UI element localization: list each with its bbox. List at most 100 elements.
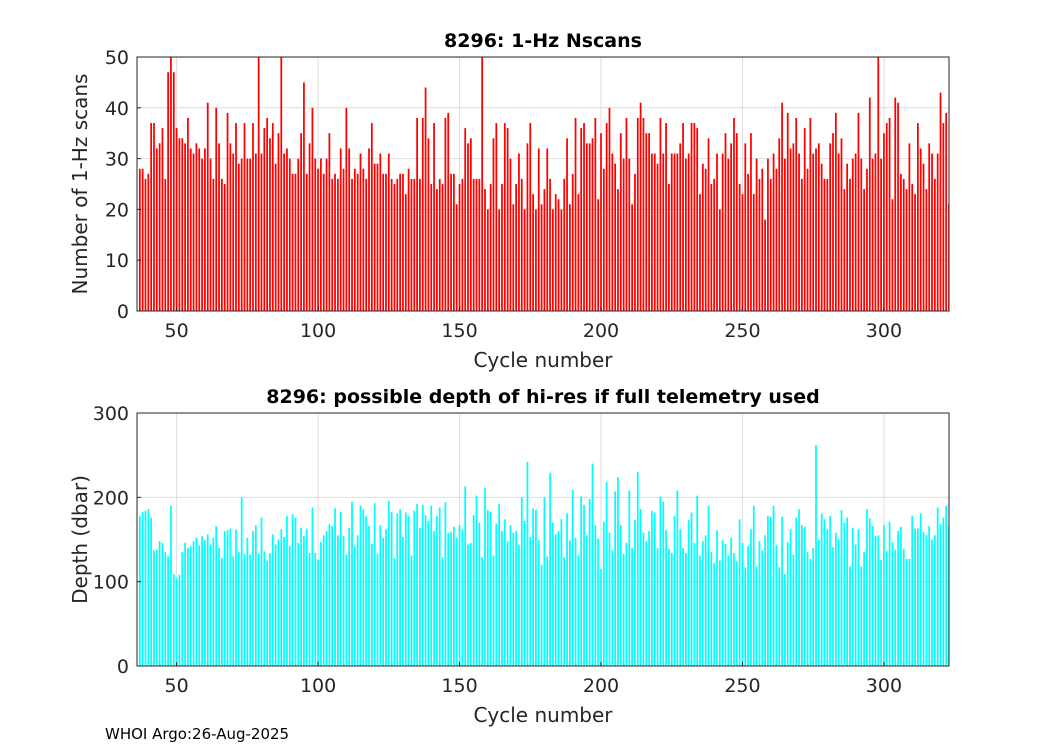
nscans-bar (158, 143, 161, 311)
nscans-bar (569, 204, 571, 311)
nscans-bar (880, 158, 882, 311)
nscans-y-tick-label: 20 (105, 199, 129, 221)
depth-bar (897, 531, 899, 666)
nscans-bar (300, 133, 302, 311)
depth-bar (260, 517, 263, 666)
depth-bar (552, 522, 554, 666)
nscans-bar (201, 158, 203, 311)
nscans-bar (283, 153, 285, 311)
depth-bar (866, 509, 868, 666)
nscans-bar (537, 148, 540, 311)
depth-bar (744, 567, 747, 666)
nscans-bar (591, 138, 594, 311)
depth-bar (277, 539, 280, 666)
nscans-bar (486, 209, 489, 311)
nscans-bar (204, 148, 206, 311)
nscans-bar (795, 117, 798, 312)
nscans-bar (464, 128, 467, 311)
nscans-bar (218, 143, 220, 311)
nscans-bar (622, 158, 625, 311)
nscans-bar (552, 209, 554, 311)
depth-bar (283, 536, 285, 666)
nscans-bar (931, 153, 933, 311)
nscans-bar (540, 204, 543, 311)
nscans-x-tick-label: 50 (165, 320, 189, 342)
nscans-bar (846, 163, 849, 311)
nscans-bar (288, 158, 291, 311)
nscans-bar (600, 133, 602, 311)
depth-bar (419, 527, 421, 666)
nscans-bar (376, 163, 379, 311)
nscans-bar (549, 178, 551, 311)
depth-bar (467, 544, 469, 666)
nscans-bar (894, 97, 897, 311)
nscans-bar (436, 189, 438, 311)
nscans-bar (566, 138, 568, 311)
nscans-bar (399, 173, 401, 311)
nscans-bar (164, 178, 167, 311)
nscans-bar (840, 138, 843, 311)
depth-bar (718, 560, 721, 666)
depth-bar (337, 535, 339, 666)
nscans-bar (724, 133, 727, 311)
nscans-bar (155, 148, 158, 311)
nscans-bar (860, 158, 863, 311)
nscans-bar (481, 57, 484, 311)
nscans-bar (382, 173, 385, 311)
nscans-bar (676, 153, 679, 311)
depth-bar (741, 542, 744, 666)
depth-bar (348, 527, 351, 666)
nscans-bar (543, 189, 546, 311)
nscans-bar (370, 123, 373, 311)
depth-bar (767, 515, 769, 666)
nscans-bar (908, 143, 911, 311)
depth-bar (464, 486, 467, 666)
nscans-bar (229, 143, 232, 311)
nscans-bar (849, 178, 851, 311)
nscans-bar (520, 178, 523, 311)
depth-bar (362, 509, 365, 666)
depth-bar (543, 497, 546, 666)
nscans-bar (209, 158, 212, 311)
nscans-bar (390, 178, 393, 311)
nscans-bar (492, 138, 495, 311)
depth-bar (150, 517, 153, 666)
depth-bar (933, 535, 936, 666)
depth-bar (673, 515, 676, 666)
depth-bar (368, 526, 370, 666)
depth-bar (492, 555, 495, 666)
depth-bar (387, 500, 390, 666)
depth-bar (863, 552, 865, 666)
nscans-bar (744, 143, 747, 311)
depth-bar (433, 531, 435, 666)
depth-bar (560, 519, 563, 666)
nscans-bar (885, 123, 888, 311)
nscans-bar (854, 153, 857, 311)
depth-bar (563, 557, 566, 666)
nscans-bar (942, 123, 945, 311)
depth-x-tick-label: 150 (441, 675, 477, 697)
depth-x-ticks: 50 100 150 200 250 300 (165, 662, 902, 697)
nscans-bar (469, 138, 472, 311)
depth-bar (668, 548, 670, 666)
depth-chart-title: 8296: possible depth of hi-res if full t… (266, 386, 820, 408)
depth-bar (322, 535, 325, 666)
depth-x-tick-label: 200 (583, 675, 619, 697)
depth-bar (294, 517, 297, 666)
depth-bar (936, 507, 939, 666)
nscans-bar (427, 138, 430, 311)
nscans-bar (223, 184, 226, 311)
depth-bar (628, 490, 631, 666)
nscans-bar (784, 158, 786, 311)
nscans-bar (150, 123, 153, 311)
depth-bar (883, 525, 885, 666)
depth-bar (201, 536, 203, 666)
nscans-bar (294, 173, 297, 311)
nscans-bar (161, 128, 164, 311)
nscans-y-tick-label: 10 (105, 250, 129, 272)
depth-bar (215, 526, 218, 666)
nscans-bar (348, 148, 351, 311)
depth-bar (325, 531, 328, 666)
nscans-bar (634, 173, 636, 311)
nscans-bar (198, 148, 201, 311)
